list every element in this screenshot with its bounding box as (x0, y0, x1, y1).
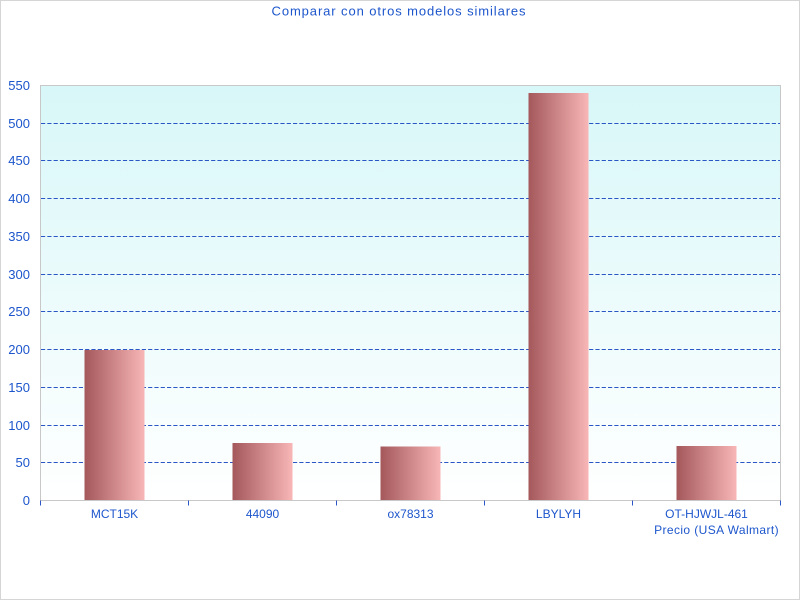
svg-text:350: 350 (8, 229, 30, 244)
svg-text:50: 50 (16, 455, 30, 470)
svg-text:Precio (USA Walmart): Precio (USA Walmart) (654, 523, 779, 537)
svg-text:450: 450 (8, 153, 30, 168)
svg-text:500: 500 (8, 116, 30, 131)
svg-text:Comparar con otros modelos sim: Comparar con otros modelos similares (272, 4, 527, 19)
svg-text:400: 400 (8, 191, 30, 206)
svg-text:OT-HJWJL-461: OT-HJWJL-461 (665, 507, 748, 521)
svg-text:150: 150 (8, 380, 30, 395)
svg-text:250: 250 (8, 304, 30, 319)
svg-text:100: 100 (8, 418, 30, 433)
svg-text:44090: 44090 (246, 507, 280, 521)
svg-text:MCT15K: MCT15K (91, 507, 138, 521)
svg-text:LBYLYH: LBYLYH (536, 507, 581, 521)
svg-text:550: 550 (8, 78, 30, 93)
svg-text:200: 200 (8, 342, 30, 357)
svg-text:300: 300 (8, 267, 30, 282)
svg-text:0: 0 (23, 493, 30, 508)
svg-text:ox78313: ox78313 (387, 507, 433, 521)
